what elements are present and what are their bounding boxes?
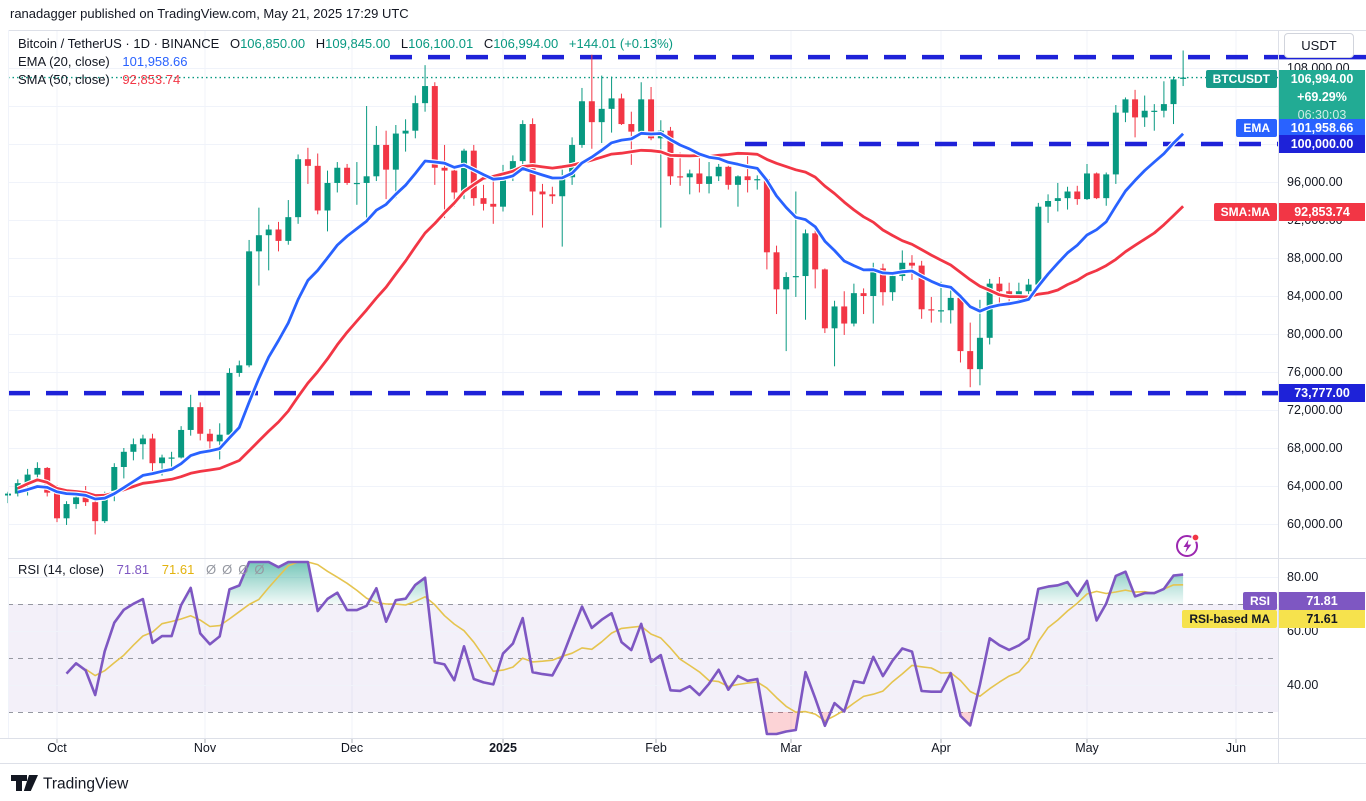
ema-legend[interactable]: EMA (20, close) 101,958.66 bbox=[18, 54, 187, 69]
price-tick: 72,000.00 bbox=[1287, 403, 1343, 417]
bar-countdown: 06:30:03 bbox=[1297, 107, 1347, 122]
price-tick: 96,000.00 bbox=[1287, 175, 1343, 189]
rsi-value-tag: 71.81 bbox=[1279, 592, 1365, 610]
lightning-icon bbox=[1183, 539, 1192, 553]
level-73777-tag: 73,777.00 bbox=[1279, 384, 1365, 403]
rsi-mini-tag: RSI bbox=[1242, 592, 1277, 610]
change-percent: +69.29% bbox=[1297, 89, 1347, 104]
level-100k-tag: 100,000.00 bbox=[1279, 135, 1365, 153]
sma-mini-tag: SMA:MA bbox=[1213, 203, 1277, 221]
rsi-label: RSI (14, close) bbox=[18, 562, 104, 577]
symbol-title: Bitcoin / TetherUS · 1D · BINANCE bbox=[18, 36, 220, 51]
notification-dot-icon bbox=[1191, 533, 1200, 542]
last-price-tag: 106,994.00 +69.29% 06:30:03 bbox=[1279, 69, 1365, 124]
price-tick: 76,000.00 bbox=[1287, 365, 1343, 379]
tradingview-logo[interactable]: TradingView bbox=[10, 772, 140, 799]
symbol-mini-tag: BTCUSDT bbox=[1205, 69, 1277, 88]
price-tick: 64,000.00 bbox=[1287, 479, 1343, 493]
time-label-dec: Dec bbox=[340, 741, 364, 755]
time-label-feb: Feb bbox=[645, 741, 667, 755]
price-tick: 88,000.00 bbox=[1287, 251, 1343, 265]
high-prefix: H bbox=[315, 36, 326, 51]
rsi-ma-value: 71.61 bbox=[161, 562, 195, 577]
change-value: +144.01 (+0.13%) bbox=[568, 36, 673, 51]
time-label-nov: Nov bbox=[193, 741, 217, 755]
time-label-may: May bbox=[1075, 741, 1099, 755]
rsi-value: 71.81 bbox=[116, 562, 150, 577]
low-value: 106,100.01 bbox=[408, 36, 474, 51]
flash-circle-icon bbox=[1176, 535, 1198, 557]
rsi-empty-slots: ØØØØ bbox=[205, 562, 271, 577]
high-value: 109,845.00 bbox=[325, 36, 391, 51]
price-tick: 68,000.00 bbox=[1287, 441, 1343, 455]
published-header: ranadagger published on TradingView.com,… bbox=[10, 6, 409, 21]
close-value: 106,994.00 bbox=[493, 36, 559, 51]
time-label-jun: Jun bbox=[1225, 741, 1247, 755]
sma-label: SMA (50, close) bbox=[18, 72, 110, 87]
rsi-ma-value-tag: 71.61 bbox=[1279, 610, 1365, 628]
boost-button[interactable] bbox=[1173, 531, 1203, 564]
sma-legend[interactable]: SMA (50, close) 92,853.74 bbox=[18, 72, 180, 87]
ema-price-tag: 101,958.66 bbox=[1279, 119, 1365, 137]
sma-value: 92,853.74 bbox=[122, 72, 181, 87]
symbol-legend[interactable]: Bitcoin / TetherUS · 1D · BINANCE O106,8… bbox=[18, 36, 673, 51]
time-label-2025: 2025 bbox=[489, 741, 517, 755]
close-prefix: C bbox=[483, 36, 494, 51]
tradingview-logo-text: TradingView bbox=[43, 776, 129, 793]
price-tick: 80,000.00 bbox=[1287, 327, 1343, 341]
currency-usdt-button[interactable]: USDT bbox=[1284, 33, 1354, 58]
price-tick: 84,000.00 bbox=[1287, 289, 1343, 303]
tradingview-logo-icon bbox=[11, 775, 38, 791]
rsi-ma-mini-tag: RSI-based MA bbox=[1182, 610, 1277, 628]
rsi-tick: 40.00 bbox=[1287, 678, 1319, 692]
ema-label: EMA (20, close) bbox=[18, 54, 110, 69]
time-label-apr: Apr bbox=[931, 741, 951, 755]
time-label-mar: Mar bbox=[780, 741, 802, 755]
sma-price-tag: 92,853.74 bbox=[1279, 203, 1365, 221]
rsi-tick: 80.00 bbox=[1287, 570, 1319, 584]
low-prefix: L bbox=[400, 36, 409, 51]
price-tick: 60,000.00 bbox=[1287, 517, 1343, 531]
ema-value: 101,958.66 bbox=[122, 54, 188, 69]
time-label-oct: Oct bbox=[47, 741, 67, 755]
rsi-legend[interactable]: RSI (14, close) 71.81 71.61 ØØØØ bbox=[18, 562, 270, 577]
open-value: 106,850.00 bbox=[240, 36, 306, 51]
open-prefix: O bbox=[229, 36, 241, 51]
ema-mini-tag: EMA bbox=[1236, 119, 1277, 137]
last-price-value: 106,994.00 bbox=[1290, 71, 1354, 86]
